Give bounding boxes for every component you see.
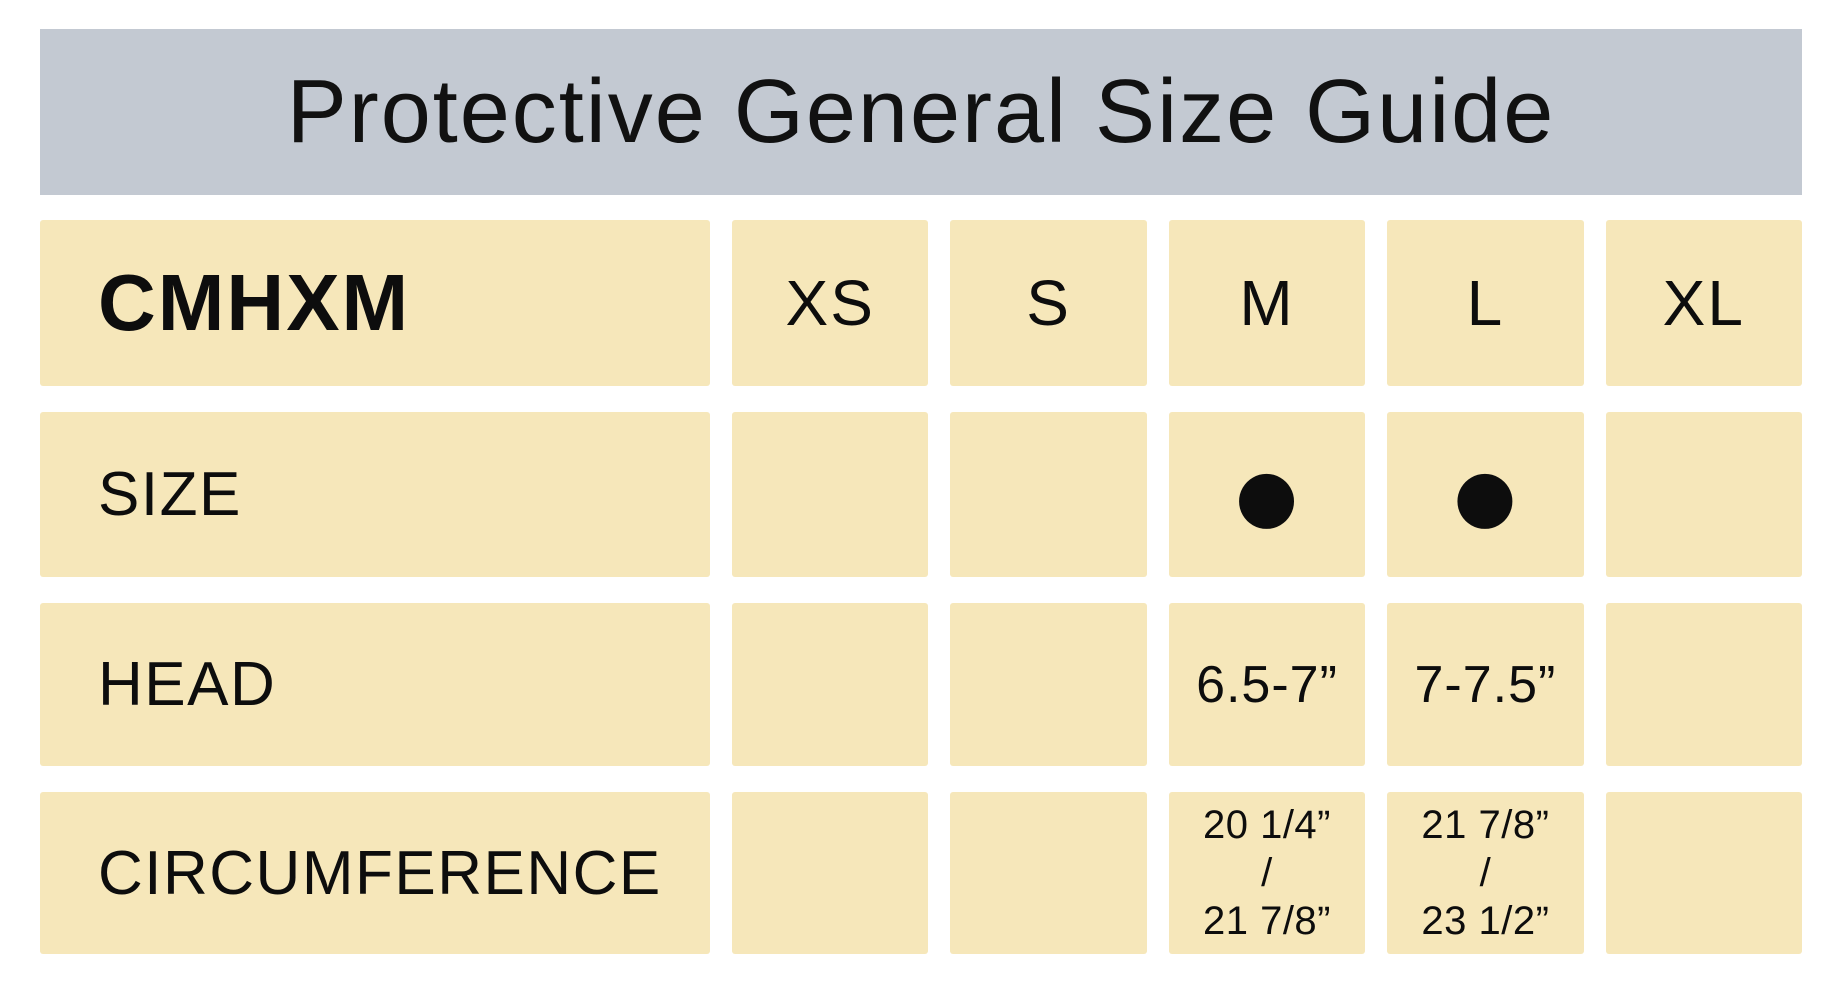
size-table: CMHXM XS S M L XL SIZE ● ● HEAD 6.5-7	[40, 220, 1802, 954]
column-header-xs-label: XS	[785, 267, 875, 339]
cell-circumference-xl	[1605, 792, 1802, 954]
selection-dot-l: ●	[1453, 452, 1518, 537]
column-header-l: L	[1387, 220, 1584, 386]
cell-size-m: ●	[1168, 412, 1366, 577]
product-code-label: CMHXM	[98, 258, 411, 347]
circumference-line: 20 1/4”	[1202, 803, 1331, 847]
column-header-m-label: M	[1239, 267, 1295, 339]
head-value-m: 6.5-7”	[1196, 655, 1338, 714]
cell-size-xs	[732, 412, 929, 577]
column-header-s-label: S	[1026, 267, 1071, 339]
product-code-cell: CMHXM	[40, 220, 710, 386]
column-header-s: S	[950, 220, 1147, 386]
head-value-l: 7-7.5”	[1414, 655, 1557, 714]
row-label-circumference-text: CIRCUMFERENCE	[98, 838, 662, 908]
row-label-head: HEAD	[40, 603, 710, 766]
page-title: Protective General Size Guide	[286, 61, 1556, 162]
cell-size-s	[950, 412, 1147, 577]
cell-head-s	[950, 603, 1147, 766]
row-label-size-text: SIZE	[98, 460, 242, 529]
cell-size-xl	[1605, 412, 1802, 577]
selection-dot-m: ●	[1235, 452, 1299, 537]
column-header-l-label: L	[1466, 267, 1505, 339]
cell-head-l: 7-7.5”	[1387, 603, 1584, 766]
title-banner: Protective General Size Guide	[40, 29, 1802, 195]
row-label-size: SIZE	[40, 412, 710, 577]
circumference-line: 21 7/8”	[1202, 899, 1331, 943]
row-label-head-text: HEAD	[98, 650, 277, 719]
cell-head-m: 6.5-7”	[1168, 603, 1366, 766]
cell-circumference-xs	[732, 792, 929, 954]
column-header-xs: XS	[732, 220, 929, 386]
cell-circumference-m: 20 1/4” / 21 7/8”	[1168, 792, 1366, 954]
row-label-circumference: CIRCUMFERENCE	[40, 792, 710, 954]
circumference-line: 21 7/8”	[1421, 803, 1550, 847]
column-header-xl: XL	[1605, 220, 1802, 386]
column-header-xl-label: XL	[1662, 267, 1745, 339]
cell-circumference-s	[950, 792, 1147, 954]
column-header-m: M	[1168, 220, 1366, 386]
circumference-line: /	[1261, 851, 1273, 895]
cell-head-xs	[732, 603, 929, 766]
circumference-line: /	[1479, 851, 1492, 895]
circumference-line: 23 1/2”	[1421, 899, 1550, 943]
cell-size-l: ●	[1387, 412, 1584, 577]
cell-circumference-l: 21 7/8” / 23 1/2”	[1387, 792, 1584, 954]
cell-head-xl	[1605, 603, 1802, 766]
